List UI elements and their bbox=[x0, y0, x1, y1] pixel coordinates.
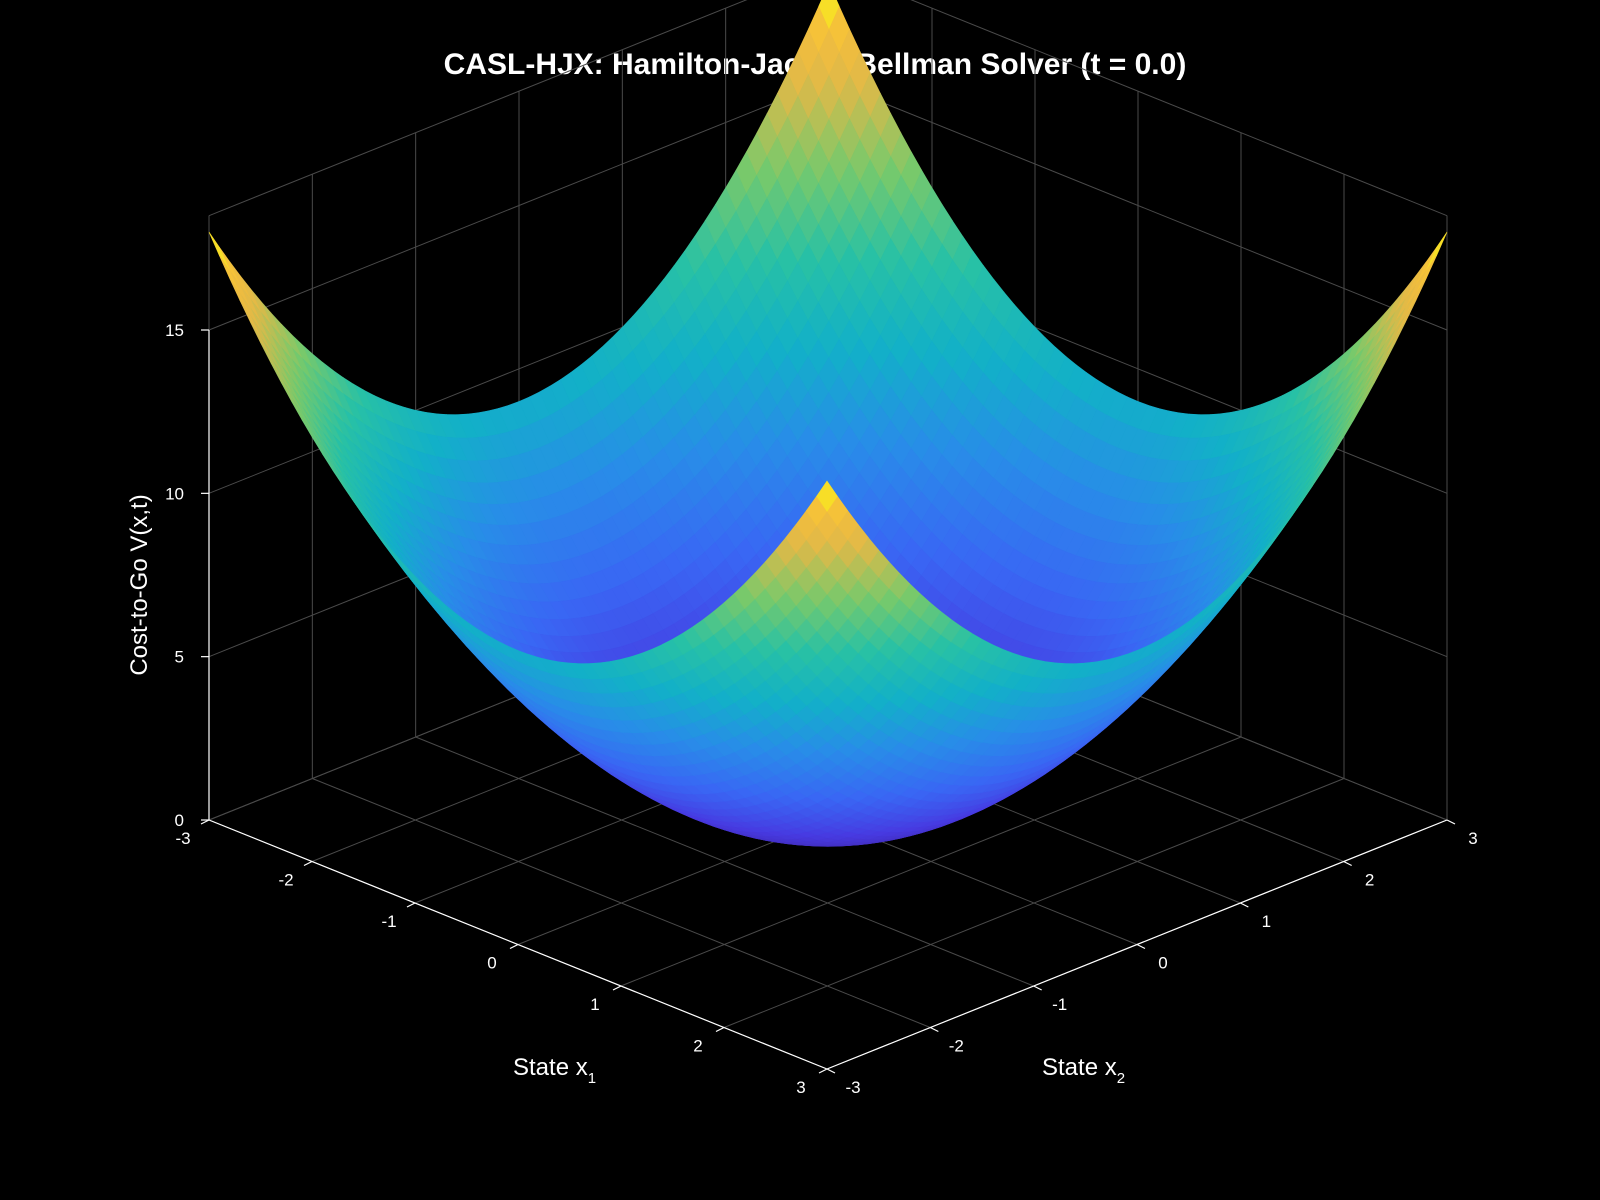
x1-tick-label: -2 bbox=[278, 871, 293, 890]
z-tick-label: 0 bbox=[175, 811, 184, 830]
x1-tick-mark bbox=[818, 1068, 828, 1074]
surface-patch bbox=[208, 231, 230, 271]
surface-patch bbox=[1415, 246, 1437, 286]
x2-tick-label: 0 bbox=[1158, 954, 1167, 973]
x1-axis-label-main: State x bbox=[513, 1054, 588, 1081]
surface-patch bbox=[219, 246, 241, 286]
grid-line bbox=[828, 80, 1448, 331]
z-tick-label: 15 bbox=[165, 321, 184, 340]
z-tick-label: 10 bbox=[165, 484, 184, 503]
surface-patch bbox=[816, 480, 838, 512]
x1-tick-label: 1 bbox=[590, 995, 599, 1014]
surface-plot bbox=[208, 0, 1448, 847]
surface-patch bbox=[1426, 231, 1448, 271]
x2-tick-label: 2 bbox=[1365, 871, 1374, 890]
x2-axis-label: State x2 bbox=[1042, 1054, 1125, 1087]
x1-axis-label: State x1 bbox=[513, 1054, 596, 1087]
grid-line bbox=[312, 778, 931, 1028]
x1-tick-mark bbox=[715, 1026, 725, 1033]
x1-tick-label: 2 bbox=[693, 1037, 702, 1056]
x2-tick-label: -3 bbox=[845, 1078, 860, 1097]
x2-tick-mark bbox=[1033, 985, 1042, 991]
x2-tick-mark bbox=[1446, 819, 1456, 825]
x1-tick-label: 3 bbox=[796, 1078, 805, 1097]
x1-tick-label: -1 bbox=[381, 912, 396, 931]
x2-axis-label-sub: 2 bbox=[1117, 1070, 1125, 1087]
x2-tick-mark bbox=[1240, 902, 1249, 908]
x2-tick-label: 3 bbox=[1468, 829, 1477, 848]
z-tick-label: 5 bbox=[175, 648, 184, 667]
x2-axis-label-main: State x bbox=[1042, 1054, 1117, 1081]
x1-tick-mark bbox=[406, 902, 416, 908]
x2-tick-label: -1 bbox=[1052, 995, 1067, 1014]
x1-tick-mark bbox=[303, 860, 313, 867]
x1-tick-label: -3 bbox=[175, 829, 190, 848]
x2-tick-mark bbox=[1343, 860, 1352, 867]
tick-labels: -3 -2 -1 0 1 2 3 -3 -2 -1 0 1 2 3 0 5 10 15 bbox=[165, 321, 1478, 1097]
grid-line bbox=[208, 80, 830, 331]
x1-tick-mark bbox=[612, 985, 622, 991]
x2-tick-mark bbox=[826, 1068, 836, 1074]
x2-tick-mark bbox=[930, 1026, 939, 1033]
x1-tick-label: 0 bbox=[487, 954, 496, 973]
grid-line bbox=[415, 736, 1034, 987]
grid-line bbox=[208, 0, 748, 217]
x2-tick-mark bbox=[1136, 943, 1146, 950]
x1-axis-label-sub: 1 bbox=[588, 1070, 596, 1087]
x1-tick-mark bbox=[200, 819, 210, 825]
x1-tick-mark bbox=[509, 943, 519, 950]
grid-line bbox=[910, 0, 1448, 217]
z-axis-label: Cost-to-Go V(x,t) bbox=[126, 494, 153, 675]
x2-tick-label: -2 bbox=[949, 1037, 964, 1056]
x2-tick-label: 1 bbox=[1262, 912, 1271, 931]
